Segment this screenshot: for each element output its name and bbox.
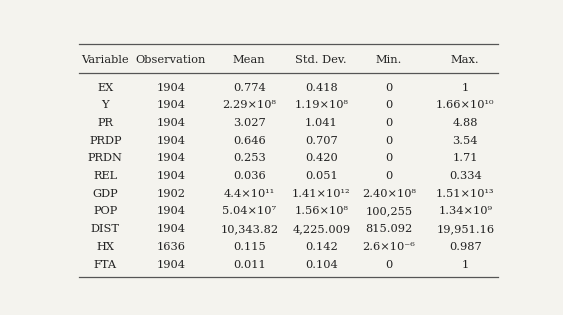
Text: REL: REL (93, 171, 117, 181)
Text: 1904: 1904 (156, 206, 185, 216)
Text: 0: 0 (385, 153, 392, 163)
Text: 1.56×10⁸: 1.56×10⁸ (294, 206, 348, 216)
Text: Variable: Variable (82, 54, 129, 65)
Text: 1.19×10⁸: 1.19×10⁸ (294, 100, 348, 110)
Text: 1904: 1904 (156, 118, 185, 128)
Text: 2.29×10⁸: 2.29×10⁸ (222, 100, 276, 110)
Text: 0.142: 0.142 (305, 242, 338, 252)
Text: 19,951.16: 19,951.16 (436, 224, 494, 234)
Text: DIST: DIST (91, 224, 120, 234)
Text: 10,343.82: 10,343.82 (220, 224, 278, 234)
Text: 0: 0 (385, 118, 392, 128)
Text: POP: POP (93, 206, 118, 216)
Text: PRDP: PRDP (89, 136, 122, 146)
Text: 0.334: 0.334 (449, 171, 481, 181)
Text: 0.418: 0.418 (305, 83, 338, 93)
Text: 0.774: 0.774 (233, 83, 266, 93)
Text: 2.40×10⁸: 2.40×10⁸ (362, 189, 416, 199)
Text: 0.104: 0.104 (305, 260, 338, 270)
Text: HX: HX (96, 242, 114, 252)
Text: 100,255: 100,255 (365, 206, 413, 216)
Text: 0.115: 0.115 (233, 242, 266, 252)
Text: 3.54: 3.54 (453, 136, 478, 146)
Text: 0.011: 0.011 (233, 260, 266, 270)
Text: 0.646: 0.646 (233, 136, 266, 146)
Text: 0: 0 (385, 136, 392, 146)
Text: 1904: 1904 (156, 171, 185, 181)
Text: 0.987: 0.987 (449, 242, 481, 252)
Text: Max.: Max. (451, 54, 480, 65)
Text: 0: 0 (385, 260, 392, 270)
Text: EX: EX (97, 83, 113, 93)
Text: 0: 0 (385, 100, 392, 110)
Text: 0.036: 0.036 (233, 171, 266, 181)
Text: Mean: Mean (233, 54, 266, 65)
Text: 1904: 1904 (156, 83, 185, 93)
Text: 3.027: 3.027 (233, 118, 266, 128)
Text: 1.041: 1.041 (305, 118, 338, 128)
Text: 1636: 1636 (156, 242, 185, 252)
Text: PR: PR (97, 118, 113, 128)
Text: Std. Dev.: Std. Dev. (296, 54, 347, 65)
Text: Y: Y (101, 100, 109, 110)
Text: 1904: 1904 (156, 153, 185, 163)
Text: 2.6×10⁻⁶: 2.6×10⁻⁶ (363, 242, 415, 252)
Text: 1904: 1904 (156, 100, 185, 110)
Text: 1: 1 (462, 260, 469, 270)
Text: 1.34×10⁹: 1.34×10⁹ (438, 206, 492, 216)
Text: 1904: 1904 (156, 136, 185, 146)
Text: 815.092: 815.092 (365, 224, 413, 234)
Text: GDP: GDP (92, 189, 118, 199)
Text: 4.88: 4.88 (453, 118, 478, 128)
Text: 1904: 1904 (156, 260, 185, 270)
Text: 0.253: 0.253 (233, 153, 266, 163)
Text: Observation: Observation (136, 54, 206, 65)
Text: 4.4×10¹¹: 4.4×10¹¹ (224, 189, 275, 199)
Text: PRDN: PRDN (88, 153, 123, 163)
Text: 1: 1 (462, 83, 469, 93)
Text: 5.04×10⁷: 5.04×10⁷ (222, 206, 276, 216)
Text: 1.71: 1.71 (453, 153, 478, 163)
Text: 4,225.009: 4,225.009 (292, 224, 350, 234)
Text: 1904: 1904 (156, 224, 185, 234)
Text: 1.51×10¹³: 1.51×10¹³ (436, 189, 494, 199)
Text: 0.420: 0.420 (305, 153, 338, 163)
Text: 1.41×10¹²: 1.41×10¹² (292, 189, 351, 199)
Text: 0: 0 (385, 171, 392, 181)
Text: 1902: 1902 (156, 189, 185, 199)
Text: Min.: Min. (376, 54, 402, 65)
Text: 1.66×10¹⁰: 1.66×10¹⁰ (436, 100, 494, 110)
Text: 0.051: 0.051 (305, 171, 338, 181)
Text: 0: 0 (385, 83, 392, 93)
Text: 0.707: 0.707 (305, 136, 338, 146)
Text: FTA: FTA (93, 260, 117, 270)
